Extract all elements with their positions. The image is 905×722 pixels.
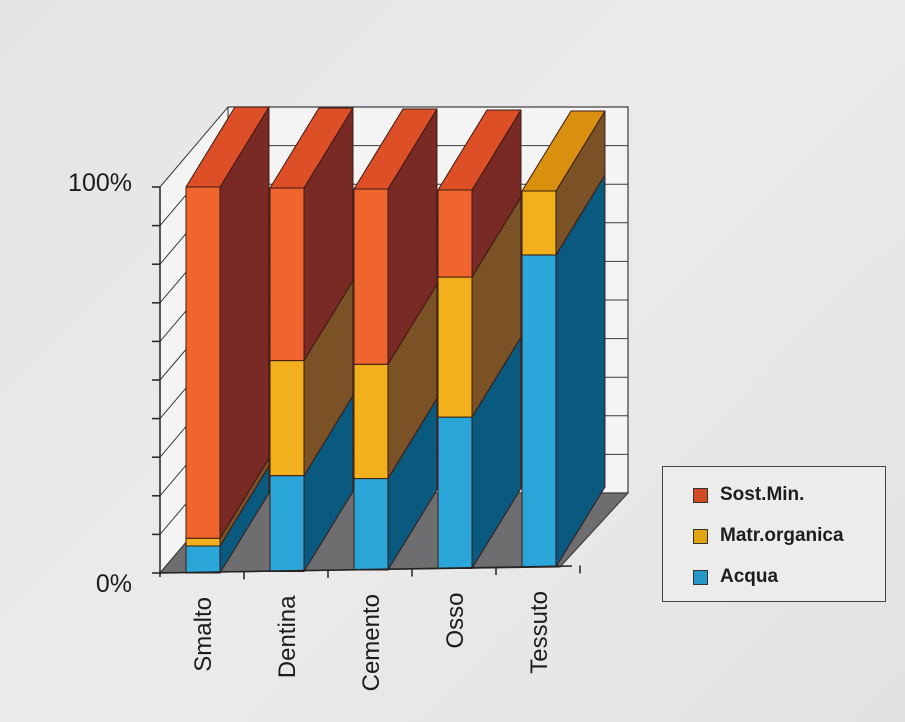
legend-item-sost-min: Sost.Min. [693,484,804,506]
x-axis-label-tessuto: Tessuto [526,591,553,674]
bar-segment-sostmin [269,187,305,362]
bar-segment-matrorganica [269,360,305,477]
legend-label: Acqua [720,566,779,587]
y-axis-top-label: 100% [68,169,132,197]
bar-top-face [437,109,522,191]
bar-segment-matrorganica [437,276,473,418]
bar-segment-acqua [353,478,389,571]
bar-osso [437,109,522,569]
chart-legend: Sost.Min. Matr.organica Acqua [662,466,886,602]
bar-segment-sostmin [185,186,221,539]
bar-top-face [521,110,606,192]
bar-segment-acqua [521,254,557,568]
legend-label: Sost.Min. [720,484,805,505]
bar-segment-sostmin [437,189,473,278]
bar-tessuto [521,110,606,568]
bar-segment-matrorganica [353,363,389,480]
x-axis-label-smalto: Smalto [190,597,217,672]
x-axis-label-osso: Osso [442,593,469,649]
bar-segment-acqua [437,416,473,569]
y-axis-bottom-label: 0% [96,570,132,598]
bar-segment-matrorganica [185,537,221,547]
x-axis-category-labels: Smalto Dentina Cemento Osso Tessuto [190,591,553,691]
legend-swatch-icon [693,569,708,585]
bar-top-face [185,106,270,188]
bar-top-face [269,107,354,189]
bar-top-face [353,108,438,190]
legend-swatch-icon [693,487,708,503]
legend-swatch-icon [693,528,708,544]
chart-bars [185,106,606,574]
bar-smalto [185,106,270,574]
x-axis-line [159,565,573,574]
x-axis-label-dentina: Dentina [274,595,301,678]
bar-segment-acqua [269,475,305,572]
bar-segment-acqua [185,545,221,574]
bar-dentina [269,107,354,572]
x-axis-label-cemento: Cemento [358,594,385,691]
legend-item-acqua: Acqua [693,566,778,588]
bar-segment-matrorganica [521,190,557,256]
bar-cemento [353,108,438,571]
y-axis [152,186,581,580]
bar-segment-sostmin [353,188,389,365]
legend-item-matr-organica: Matr.organica [693,525,844,547]
legend-label: Matr.organica [720,525,844,546]
